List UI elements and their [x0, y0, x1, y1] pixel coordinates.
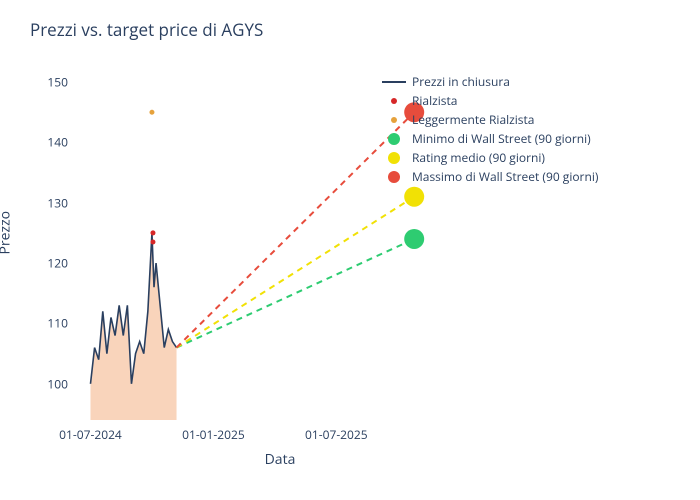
y-tick: 120: [30, 255, 68, 272]
projection-dot-mid: [404, 187, 424, 207]
y-tick: 140: [30, 134, 68, 151]
x-axis-label: Data: [70, 450, 490, 469]
legend: Prezzi in chiusura Rialzista Leggermente R…: [380, 72, 598, 186]
y-axis: 100 110 120 130 140 150: [30, 70, 68, 420]
x-tick: 01-07-2024: [59, 426, 122, 443]
projection-min: [177, 239, 415, 348]
chart-root: Prezzi vs. target price di AGYS Prezzo 1…: [0, 0, 700, 500]
legend-item[interactable]: Rating medio (90 giorni): [380, 148, 598, 167]
projection-mid: [177, 197, 415, 348]
x-tick: 01-07-2025: [305, 426, 368, 443]
projection-max: [177, 112, 415, 347]
legend-item[interactable]: Leggermente Rialzista: [380, 110, 598, 129]
marker-rialzista: [150, 230, 155, 235]
legend-label: Leggermente Rialzista: [412, 111, 534, 128]
legend-label: Rialzista: [412, 92, 457, 109]
price-area: [90, 233, 176, 420]
legend-swatch: [380, 113, 408, 127]
marker-legg_rialzista: [149, 110, 154, 115]
legend-swatch: [380, 94, 408, 108]
legend-label: Minimo di Wall Street (90 giorni): [412, 130, 591, 147]
x-tick: 01-01-2025: [182, 426, 245, 443]
legend-swatch: [380, 75, 408, 89]
y-tick: 150: [30, 74, 68, 91]
y-tick: 110: [30, 315, 68, 332]
y-tick: 130: [30, 194, 68, 211]
legend-item[interactable]: Minimo di Wall Street (90 giorni): [380, 129, 598, 148]
legend-label: Massimo di Wall Street (90 giorni): [412, 168, 598, 185]
legend-item[interactable]: Rialzista: [380, 91, 598, 110]
marker-rialzista: [150, 239, 155, 244]
y-tick: 100: [30, 375, 68, 392]
legend-label: Prezzi in chiusura: [412, 73, 510, 90]
legend-swatch: [380, 132, 408, 146]
legend-item[interactable]: Massimo di Wall Street (90 giorni): [380, 167, 598, 186]
legend-swatch: [380, 170, 408, 184]
chart-title: Prezzi vs. target price di AGYS: [30, 18, 263, 41]
projection-dot-min: [404, 229, 424, 249]
x-axis: 01-07-202401-01-202501-07-2025: [70, 420, 490, 440]
y-axis-label: Prezzo: [0, 211, 15, 255]
legend-item[interactable]: Prezzi in chiusura: [380, 72, 598, 91]
legend-label: Rating medio (90 giorni): [412, 149, 545, 166]
legend-swatch: [380, 151, 408, 165]
